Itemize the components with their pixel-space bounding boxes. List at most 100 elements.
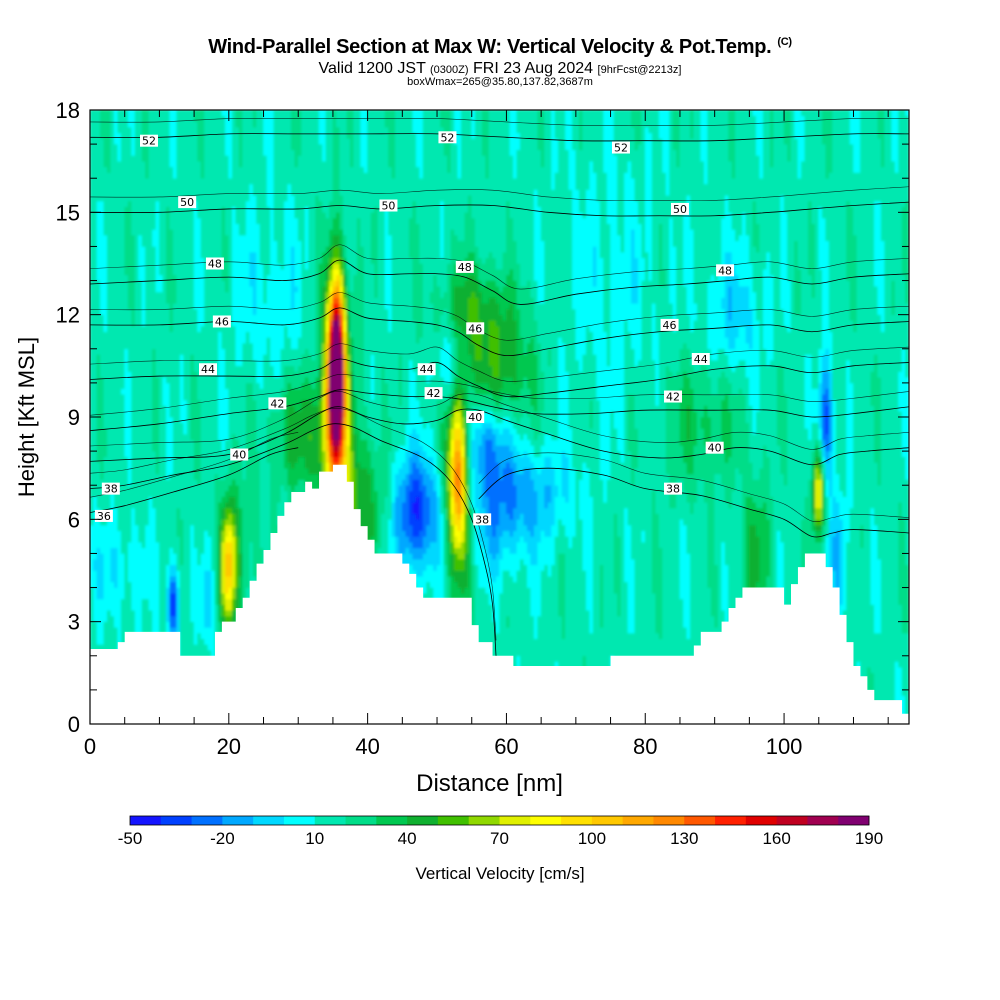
velocity-cell [204,598,212,605]
velocity-cell [714,547,722,554]
velocity-cell [686,536,709,543]
velocity-cell [825,411,830,418]
velocity-cell [152,411,160,418]
velocity-cell [464,428,469,435]
velocity-cell [842,649,909,657]
velocity-cell [207,644,216,651]
velocity-cell [204,592,212,600]
velocity-cell [284,439,289,446]
velocity-cell [495,553,504,560]
velocity-cell [454,371,459,378]
velocity-cell [166,433,174,441]
velocity-cell [461,422,466,429]
velocity-cell [565,581,587,588]
velocity-cell [176,575,181,583]
velocity-cell [190,371,198,378]
velocity-cell [613,513,618,520]
velocity-cell [204,581,212,588]
velocity-cell [624,439,629,446]
velocity-cell [565,609,591,617]
velocity-cell [349,382,355,389]
velocity-cell [665,411,681,418]
velocity-cell [582,547,594,554]
velocity-cell [214,524,219,532]
velocity-cell [231,609,237,617]
velocity-cell [225,581,233,588]
velocity-cell [873,689,896,696]
velocity-cell [169,558,178,566]
velocity-cell [339,411,344,418]
velocity-cell [467,581,473,588]
velocity-cell [450,553,455,560]
velocity-cell [721,433,733,441]
velocity-cell [721,604,729,611]
velocity-cell [467,388,476,395]
velocity-cell [120,530,132,537]
velocity-cell [90,615,94,622]
velocity-cell [742,530,747,537]
velocity-cell [787,433,809,441]
velocity-cell [530,393,538,401]
velocity-cell [377,519,382,526]
velocity-cell [124,445,132,452]
velocity-cell [572,439,601,446]
velocity-cell [624,371,656,378]
velocity-cell [447,405,452,412]
velocity-cell [842,627,875,634]
velocity-cell [110,547,119,554]
velocity-cell [582,473,591,480]
velocity-cell [93,604,122,611]
velocity-cell [471,592,476,600]
velocity-cell [905,530,909,537]
velocity-cell [745,564,750,571]
velocity-cell [749,422,754,429]
velocity-cell [811,450,816,458]
velocity-cell [832,433,837,441]
velocity-cell [526,564,545,571]
velocity-cell [270,513,278,520]
velocity-cell [322,467,327,475]
velocity-cell [606,479,632,486]
velocity-cell [90,564,94,571]
velocity-cell [474,604,493,611]
velocity-cell [322,371,327,378]
velocity-cell [343,376,348,384]
velocity-cell [686,496,698,503]
velocity-cell [204,638,216,645]
velocity-cell [558,558,566,566]
velocity-cell [679,587,691,594]
velocity-cell [880,592,899,600]
velocity-cell [159,581,167,588]
velocity-cell [90,416,98,423]
velocity-cell [752,422,757,429]
velocity-cell [776,564,785,571]
velocity-cell [353,462,361,469]
velocity-cell [429,422,438,429]
velocity-cell [880,609,903,617]
velocity-cell [346,456,351,463]
velocity-cell [134,513,150,520]
velocity-cell [193,456,202,463]
velocity-cell [270,411,285,418]
velocity-cell [443,450,448,458]
velocity-cell [513,473,532,480]
velocity-cell [828,428,833,435]
velocity-cell [398,445,410,452]
velocity-cell [634,558,653,566]
velocity-cell [318,411,323,418]
velocity-cell [679,530,688,537]
velocity-cell [290,462,296,469]
velocity-cell [179,553,184,560]
velocity-cell [218,553,223,560]
velocity-cell [898,547,906,554]
velocity-cell [252,388,282,395]
velocity-cell [370,371,375,378]
velocity-cell [408,490,424,497]
velocity-cell [901,627,909,634]
velocity-cell [152,422,160,429]
velocity-cell [818,388,823,395]
velocity-cell [697,428,705,435]
velocity-cell [329,399,344,406]
velocity-cell [533,405,538,412]
velocity-cell [880,564,899,571]
